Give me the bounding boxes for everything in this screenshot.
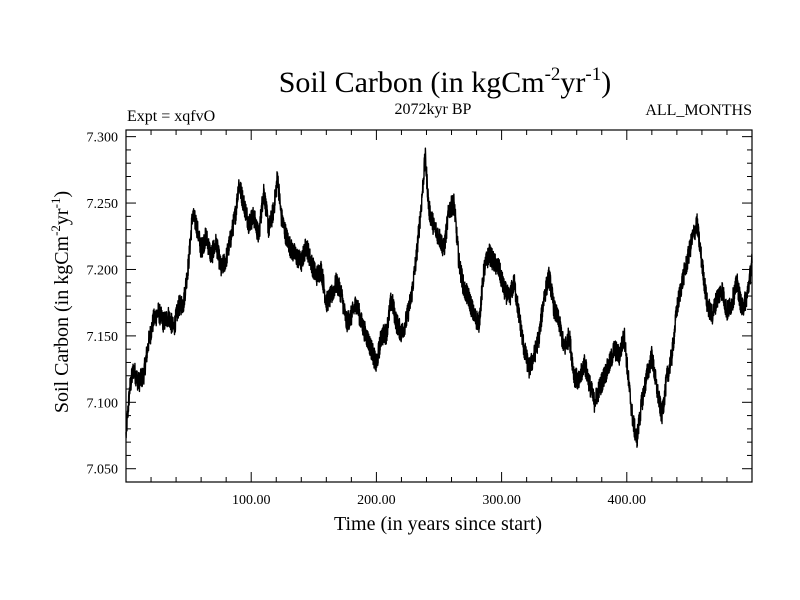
- y-axis-label-main: Soil Carbon (in kgCm: [51, 235, 73, 413]
- chart-title-sup2: -1: [585, 64, 601, 85]
- chart-title-end: ): [601, 66, 611, 99]
- x-axis-label: Time (in years since start): [334, 513, 542, 535]
- x-tick-label: 200.00: [357, 493, 396, 508]
- subtitle-left: Expt = xqfvO: [127, 108, 215, 125]
- y-axis-label-sup2: -1: [48, 198, 63, 209]
- plot-frame: [125, 129, 753, 483]
- chart-title-sup1: -2: [545, 64, 561, 85]
- y-tick-label: 7.050: [87, 463, 119, 478]
- x-tick-label: 100.00: [232, 493, 271, 508]
- y-axis-label-end: ): [51, 191, 73, 198]
- series-layer: [125, 147, 753, 448]
- y-tick-label: 7.200: [87, 263, 119, 278]
- subtitle-center: 2072kyr BP: [395, 101, 472, 118]
- y-tick-label: 7.250: [87, 197, 119, 212]
- y-tick-label: 7.100: [87, 396, 119, 411]
- y-axis-label: Soil Carbon (in kgCm-2yr-1): [48, 191, 73, 413]
- x-tick-label: 400.00: [608, 493, 647, 508]
- y-axis-label-mid: yr: [51, 208, 73, 225]
- subtitle-right: ALL_MONTHS: [645, 102, 752, 119]
- chart-title-mid: yr: [560, 66, 585, 99]
- y-tick-label: 7.150: [87, 330, 119, 345]
- chart-title-main: Soil Carbon (in kgCm: [279, 66, 545, 99]
- chart-title: Soil Carbon (in kgCm-2yr-1): [279, 64, 612, 99]
- series-line-soil-carbon: [125, 147, 753, 448]
- y-tick-label: 7.300: [87, 131, 119, 146]
- x-tick-label: 300.00: [482, 493, 521, 508]
- axis-ticks: 100.00 200.00 300.00 400.00 7.050 7.100 7.150 7…: [87, 130, 752, 508]
- y-axis-label-sup1: -2: [48, 225, 63, 236]
